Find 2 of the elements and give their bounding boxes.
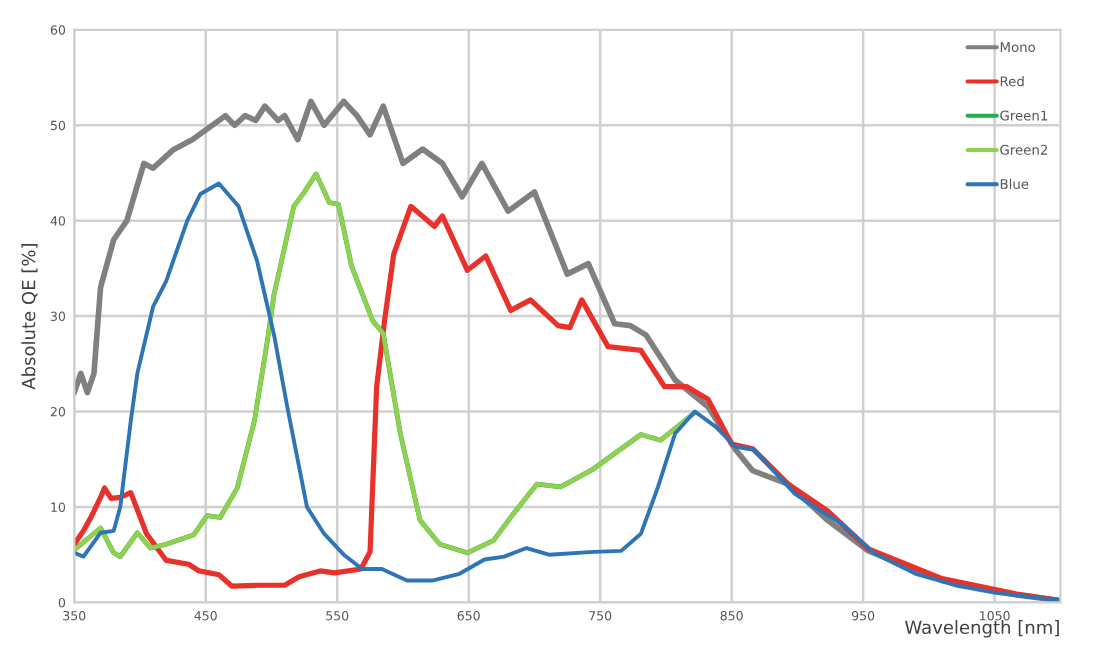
- x-axis-title: Wavelength [nm]: [904, 620, 1059, 638]
- y-axis-title: Absolute QE [%]: [21, 244, 38, 390]
